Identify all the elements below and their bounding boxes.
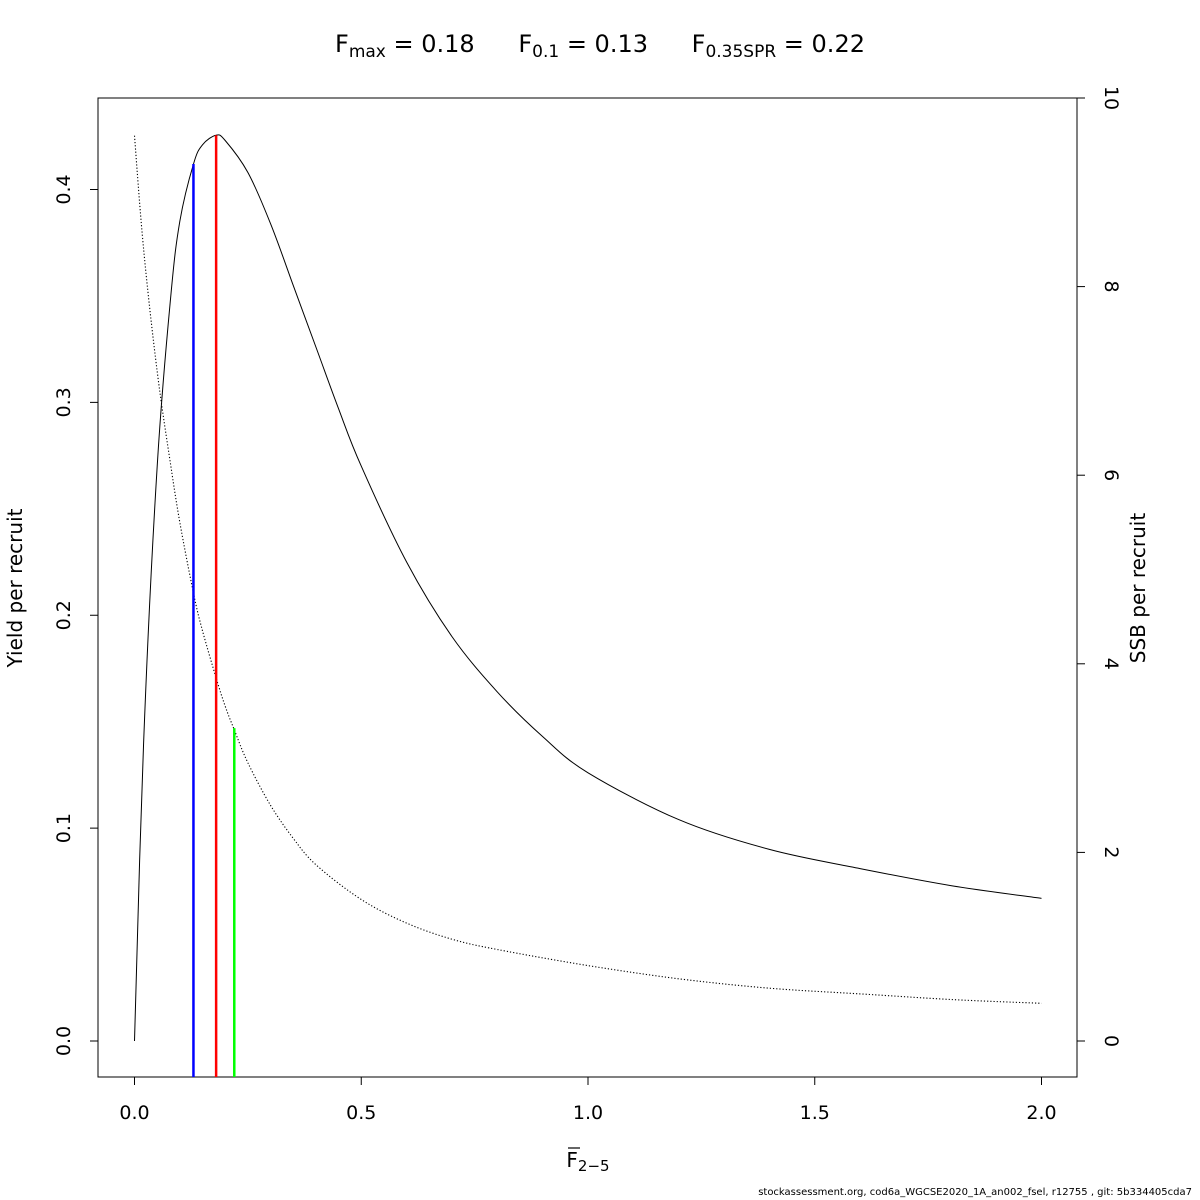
y-tick-label: 0.2	[53, 600, 75, 630]
y2-tick-label: 6	[1100, 469, 1122, 481]
fspr-label: F0.35SPR = 0.22	[691, 30, 865, 62]
plot-frame	[97, 97, 1078, 1078]
y-axis-right: 0 2 4 6 8 10	[1077, 86, 1122, 1047]
x-tick-label: 0.0	[119, 1102, 149, 1124]
y2-tick-label: 10	[1100, 86, 1122, 110]
x-axis-title-sub: 2−5	[578, 1157, 610, 1175]
series-layer	[133, 134, 1042, 1042]
y2-tick-label: 0	[1100, 1035, 1122, 1047]
y-tick-label: 0.3	[53, 387, 75, 417]
x-tick-label: 1.0	[573, 1102, 603, 1124]
x-tick-label: 1.5	[800, 1102, 830, 1124]
footer-note: stockassessment.org, cod6a_WGCSE2020_1A_…	[758, 1187, 1192, 1198]
fmax-label: Fmax = 0.18	[335, 30, 475, 62]
y-tick-label: 0.0	[53, 1026, 75, 1056]
y-tick-label: 0.4	[53, 174, 75, 204]
y2-axis-title: SSB per recruit	[1126, 513, 1150, 664]
y2-tick-label: 8	[1100, 281, 1122, 293]
x-tick-label: 0.5	[346, 1102, 376, 1124]
ssb-per-recruit-line	[133, 135, 1042, 1004]
yield-per-recruit-line	[134, 134, 1042, 1042]
reference-lines	[192, 135, 236, 1077]
y2-tick-label: 2	[1100, 846, 1122, 858]
x-tick-label: 2.0	[1026, 1102, 1056, 1124]
y-tick-label: 0.1	[53, 813, 75, 843]
chart-title: Fmax = 0.18 F0.1 = 0.13 F0.35SPR = 0.22	[0, 30, 1200, 62]
x-axis: 0.0 0.5 1.0 1.5 2.0	[119, 1076, 1057, 1124]
x-axis-title: F2−5	[566, 1148, 609, 1175]
y-axis-left: 0.0 0.1 0.2 0.3 0.4	[53, 174, 98, 1056]
y2-tick-label: 4	[1100, 658, 1122, 670]
y-axis-title: Yield per recruit	[3, 508, 27, 668]
f01-label: F0.1 = 0.13	[518, 30, 648, 62]
x-axis-title-symbol: F	[566, 1148, 578, 1172]
